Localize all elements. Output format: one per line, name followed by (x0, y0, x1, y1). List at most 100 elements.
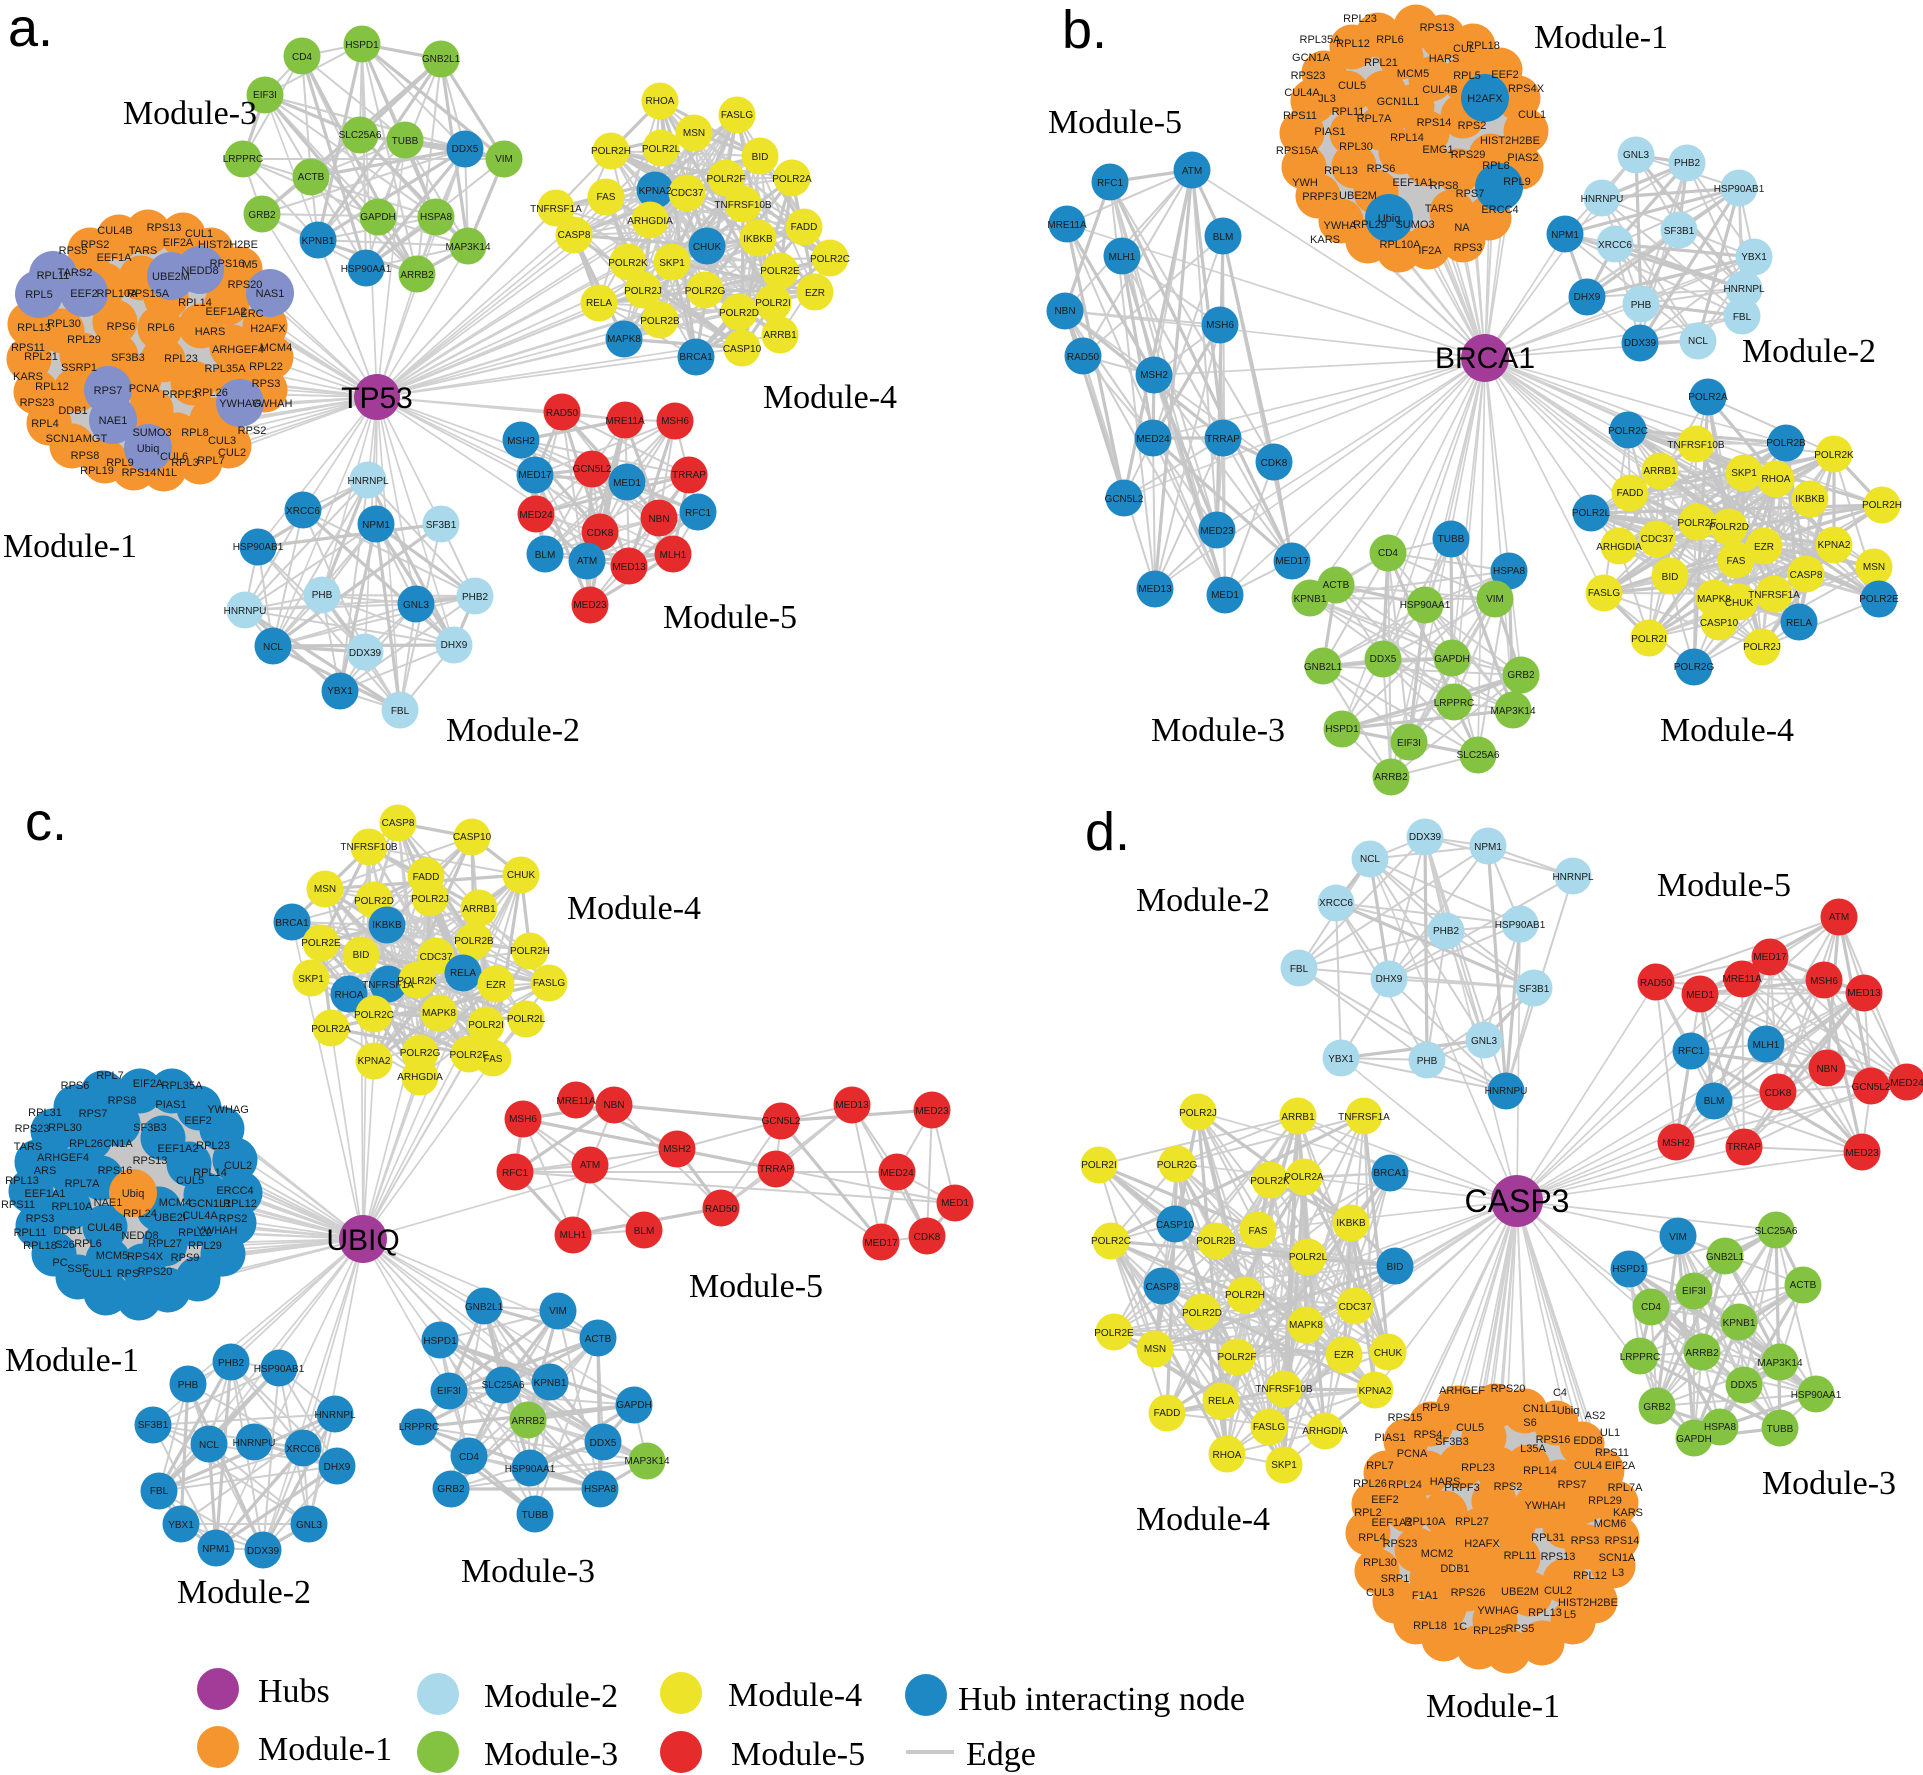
svg-text:GNB2L1: GNB2L1 (422, 54, 461, 65)
svg-text:RPL10A: RPL10A (1405, 1516, 1447, 1528)
svg-text:Module-2: Module-2 (446, 712, 580, 749)
svg-text:NPM1: NPM1 (202, 1544, 230, 1555)
svg-text:NAS1: NAS1 (256, 288, 285, 300)
svg-text:POLR2G: POLR2G (400, 1048, 441, 1059)
svg-text:POLR2E: POLR2E (1094, 1328, 1134, 1339)
svg-text:MAPK8: MAPK8 (422, 1008, 456, 1019)
svg-text:MSH2: MSH2 (1662, 1138, 1690, 1149)
svg-text:MED1: MED1 (613, 478, 641, 489)
svg-text:BRCA1: BRCA1 (679, 352, 713, 363)
svg-text:RPL8: RPL8 (181, 427, 209, 439)
svg-text:RPL31: RPL31 (28, 1107, 62, 1119)
svg-text:RPL12: RPL12 (1336, 38, 1370, 50)
svg-text:CDK8: CDK8 (1765, 1088, 1792, 1099)
svg-text:MAP3K14: MAP3K14 (445, 242, 490, 253)
svg-text:MED1: MED1 (1211, 590, 1239, 601)
svg-text:ARRB2: ARRB2 (1685, 1348, 1719, 1359)
svg-text:POLR2J: POLR2J (1743, 642, 1781, 653)
svg-text:BRCA1: BRCA1 (1373, 1168, 1407, 1179)
svg-text:FAS: FAS (484, 1054, 503, 1065)
svg-text:MLH1: MLH1 (1753, 1040, 1780, 1051)
svg-text:CHUK: CHUK (693, 242, 722, 253)
svg-text:POLR2C: POLR2C (1608, 426, 1648, 437)
svg-text:CHUK: CHUK (1374, 1348, 1403, 1359)
svg-text:RPL12: RPL12 (1573, 1570, 1607, 1582)
svg-text:CHUK: CHUK (507, 870, 536, 881)
svg-text:XRCC6: XRCC6 (1319, 898, 1353, 909)
svg-text:MED23: MED23 (573, 600, 607, 611)
svg-text:PIAS1: PIAS1 (155, 1099, 186, 1111)
svg-text:RAD50: RAD50 (546, 408, 579, 419)
svg-text:HSPD1: HSPD1 (1325, 724, 1359, 735)
svg-text:RPS2: RPS2 (219, 1213, 248, 1225)
svg-text:RPL10A: RPL10A (52, 1201, 94, 1213)
svg-text:TNFRSF10B: TNFRSF10B (340, 842, 398, 853)
svg-text:YWHAH: YWHAH (252, 398, 293, 410)
svg-text:MED13: MED13 (835, 1100, 869, 1111)
svg-text:RPL23: RPL23 (164, 353, 198, 365)
svg-text:FASLG: FASLG (721, 110, 753, 121)
svg-text:POLR2L: POLR2L (642, 144, 681, 155)
svg-text:DHX9: DHX9 (324, 1462, 351, 1473)
svg-text:TRRAP: TRRAP (672, 470, 706, 481)
svg-text:TUBB: TUBB (522, 1510, 549, 1521)
svg-text:Module-2: Module-2 (177, 1574, 311, 1611)
svg-text:FAS: FAS (1249, 1226, 1268, 1237)
svg-text:HSP90AA1: HSP90AA1 (1400, 600, 1451, 611)
svg-text:TRRAP: TRRAP (1206, 434, 1240, 445)
svg-text:DDX39: DDX39 (349, 648, 382, 659)
svg-text:CDK8: CDK8 (587, 528, 614, 539)
svg-text:NBN: NBN (1816, 1064, 1837, 1075)
svg-text:YWHAH: YWHAH (197, 1225, 238, 1237)
svg-text:NEDD8: NEDD8 (121, 1230, 158, 1242)
svg-text:POLR2C: POLR2C (1091, 1236, 1131, 1247)
svg-text:LRPPRC: LRPPRC (1620, 1352, 1661, 1363)
svg-text:Module-5: Module-5 (689, 1268, 823, 1305)
svg-text:EIF3I: EIF3I (437, 1386, 461, 1397)
svg-text:MRE11A: MRE11A (1722, 974, 1762, 985)
svg-text:Module-5: Module-5 (1657, 867, 1791, 904)
svg-text:CUL4B: CUL4B (1422, 84, 1457, 96)
svg-text:SKP1: SKP1 (298, 974, 324, 985)
svg-text:RPS20: RPS20 (228, 279, 263, 291)
svg-text:XRCC6: XRCC6 (286, 506, 320, 517)
svg-text:POLR2I: POLR2I (755, 298, 791, 309)
svg-text:RPL6: RPL6 (74, 1238, 102, 1250)
svg-text:DDX5: DDX5 (1370, 654, 1397, 665)
svg-text:Module-1: Module-1 (1426, 1688, 1560, 1725)
svg-text:Module-3: Module-3 (461, 1553, 595, 1590)
svg-text:a.: a. (8, 0, 53, 58)
svg-text:MED13: MED13 (1847, 988, 1881, 999)
svg-text:CUL4A: CUL4A (182, 1210, 218, 1222)
svg-text:KPNA2: KPNA2 (639, 186, 672, 197)
svg-text:NAE1: NAE1 (94, 1197, 123, 1209)
svg-text:GNB2L1: GNB2L1 (465, 1302, 504, 1313)
svg-text:Ubiq: Ubiq (137, 443, 160, 455)
svg-text:RPL7: RPL7 (96, 1070, 124, 1082)
svg-text:c.: c. (25, 792, 67, 852)
svg-text:RPS2: RPS2 (81, 239, 110, 251)
svg-text:TNFRSF10B: TNFRSF10B (1667, 440, 1725, 451)
svg-text:POLR2I: POLR2I (1081, 1160, 1117, 1171)
svg-text:HNRNPL: HNRNPL (347, 476, 389, 487)
svg-text:GAPDH: GAPDH (1434, 654, 1470, 665)
svg-text:BLM: BLM (634, 1226, 655, 1237)
svg-text:RPL14: RPL14 (1523, 1465, 1557, 1477)
svg-text:POLR2H: POLR2H (510, 946, 550, 957)
svg-text:DHX9: DHX9 (1574, 292, 1601, 303)
svg-text:CUL2: CUL2 (218, 447, 246, 459)
svg-text:MED24: MED24 (1890, 1078, 1923, 1089)
svg-text:VIM: VIM (495, 154, 513, 165)
svg-text:EIF2A: EIF2A (133, 1078, 164, 1090)
svg-text:SF3B1: SF3B1 (1519, 984, 1550, 995)
svg-text:HSPD1: HSPD1 (1612, 1264, 1646, 1275)
svg-text:NAE1: NAE1 (99, 415, 128, 427)
svg-text:MSH2: MSH2 (1140, 370, 1168, 381)
svg-text:TRRAP: TRRAP (1727, 1142, 1761, 1153)
svg-text:RPS4X: RPS4X (1508, 83, 1545, 95)
svg-text:RPS15A: RPS15A (1276, 145, 1319, 157)
svg-text:ERC: ERC (240, 308, 263, 320)
svg-text:SLC25A6: SLC25A6 (1457, 750, 1500, 761)
svg-text:SF3B1: SF3B1 (1664, 226, 1695, 237)
svg-text:SCN1A: SCN1A (46, 433, 83, 445)
